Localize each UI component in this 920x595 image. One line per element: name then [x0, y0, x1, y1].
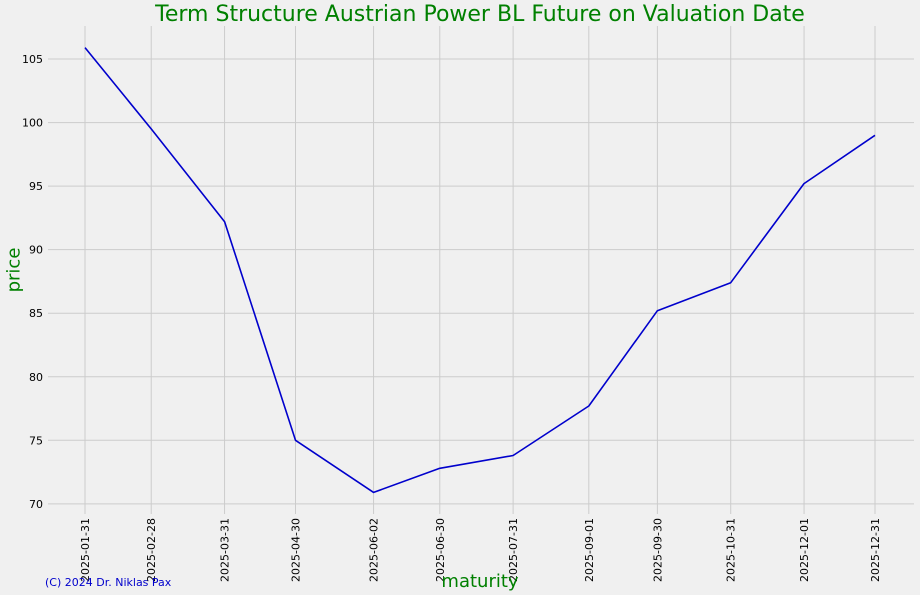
y-axis-label: price	[3, 247, 25, 293]
y-axis-ticks: 70 75 80 85 90 95 100 105	[22, 53, 43, 511]
series-layer	[84, 47, 876, 494]
x-axis-label: maturity	[441, 571, 519, 592]
x-tick-label: 2025-12-31	[869, 518, 882, 582]
series-line	[84, 47, 876, 494]
x-tick-label: 2025-12-01	[798, 518, 811, 582]
x-tick-label: 2025-09-30	[651, 518, 664, 582]
grid	[48, 26, 914, 514]
x-tick-label: 2025-04-30	[290, 518, 303, 582]
x-axis-ticks: 2025-01-31 2025-02-28 2025-03-31 2025-04-30…	[79, 518, 882, 582]
x-tick-label: 2025-09-01	[583, 518, 596, 582]
y-tick-label: 75	[29, 434, 43, 447]
y-tick-label: 70	[29, 498, 43, 511]
y-tick-label: 80	[29, 371, 43, 384]
y-tick-label: 95	[29, 180, 43, 193]
x-tick-label: 2025-02-28	[145, 518, 158, 582]
chart-title: Term Structure Austrian Power BL Future …	[155, 2, 805, 27]
copyright-text: (C) 2024 Dr. Niklas Pax	[45, 576, 172, 589]
x-tick-label: 2025-10-31	[725, 518, 738, 582]
y-tick-label: 105	[22, 53, 43, 66]
x-tick-label: 2025-06-30	[434, 518, 447, 582]
y-tick-label: 100	[22, 117, 43, 130]
x-tick-label: 2025-07-31	[507, 518, 520, 582]
x-tick-label: 2025-03-31	[219, 518, 232, 582]
x-tick-label: 2025-01-31	[79, 518, 92, 582]
y-tick-label: 85	[29, 307, 43, 320]
x-tick-label: 2025-06-02	[368, 518, 381, 582]
y-tick-label: 90	[29, 244, 43, 257]
